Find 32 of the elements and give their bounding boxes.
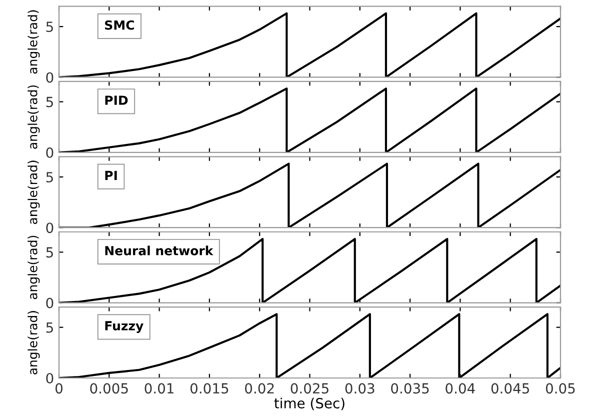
y-tick-label: 5 bbox=[46, 172, 53, 182]
x-tick-label: 0.04 bbox=[446, 383, 475, 394]
y-tick-label: 5 bbox=[46, 22, 53, 32]
x-tick-label: 0.045 bbox=[491, 383, 530, 394]
x-tick-label: 0.015 bbox=[190, 383, 228, 394]
y-tick-label: 5 bbox=[46, 96, 53, 108]
x-tick-label: 0.035 bbox=[391, 383, 429, 394]
y-axis-title: angle(rad) bbox=[28, 160, 40, 224]
y-axis-title: angle(rad) bbox=[28, 311, 40, 374]
x-tick-label: 0 bbox=[55, 383, 62, 394]
annotation: PI bbox=[105, 170, 117, 180]
y-tick-label: 0 bbox=[46, 372, 54, 384]
y-tick-label: 0 bbox=[46, 147, 54, 158]
x-tick-label: 0.02 bbox=[245, 383, 274, 394]
x-tick-label: 0.025 bbox=[290, 383, 328, 394]
y-tick-label: 0 bbox=[46, 222, 54, 234]
x-tick-label: 0.03 bbox=[345, 383, 374, 394]
y-tick-label: 0 bbox=[46, 72, 54, 83]
x-tick-label: 0.05 bbox=[546, 383, 575, 394]
y-axis-title: angle(rad) bbox=[28, 10, 40, 74]
annotation: Neural network bbox=[105, 246, 214, 256]
y-tick-label: 0 bbox=[46, 298, 54, 308]
annotation: PID bbox=[105, 96, 128, 105]
annotation: Fuzzy bbox=[105, 321, 144, 333]
x-tick-label: 0.01 bbox=[144, 383, 174, 394]
y-tick-label: 5 bbox=[46, 247, 53, 258]
annotation: SMC bbox=[105, 20, 134, 30]
y-axis-title: angle(rad) bbox=[28, 85, 40, 149]
y-tick-label: 5 bbox=[46, 322, 53, 333]
x-axis-title: time (Sec) bbox=[274, 398, 344, 410]
x-tick-label: 0.005 bbox=[90, 383, 128, 394]
y-axis-title: angle(rad) bbox=[28, 236, 40, 300]
